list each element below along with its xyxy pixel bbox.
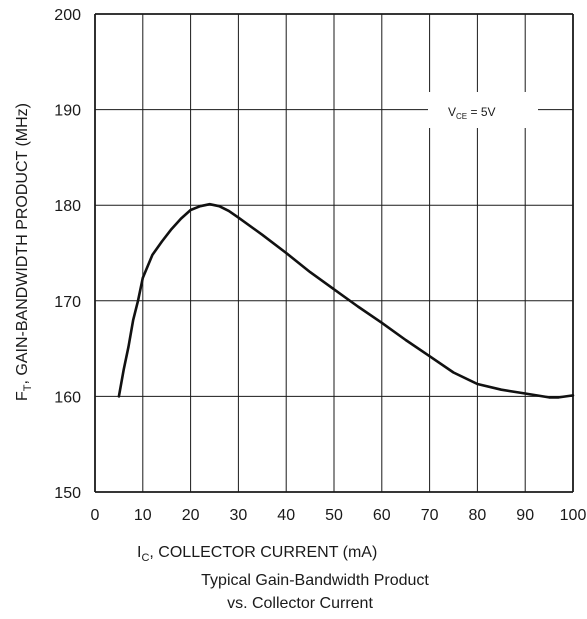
y-tick-label: 160 — [54, 389, 81, 406]
caption-line-2: vs. Collector Current — [227, 595, 373, 612]
grid — [94, 13, 574, 493]
y-tick-label: 190 — [54, 103, 81, 120]
y-tick-label: 200 — [54, 7, 81, 24]
y-axis-label-main: F — [14, 391, 31, 401]
caption-line-1: Typical Gain-Bandwidth Product — [201, 572, 429, 589]
x-tick-label: 100 — [560, 507, 587, 524]
y-tick-label: 180 — [54, 198, 81, 215]
x-tick-label: 0 — [91, 507, 100, 524]
x-tick-label: 60 — [373, 507, 391, 524]
y-tick-label: 170 — [54, 294, 81, 311]
y-axis-label-sub: T — [22, 384, 34, 391]
vce-annotation-main: V — [448, 105, 456, 119]
x-tick-label: 90 — [516, 507, 534, 524]
x-tick-label: 20 — [182, 507, 200, 524]
vce-annotation-sub: CE — [456, 112, 467, 121]
x-tick-label: 10 — [134, 507, 152, 524]
y-axis-label-rest: , GAIN-BANDWIDTH PRODUCT (MHz) — [14, 103, 31, 384]
x-tick-label: 70 — [421, 507, 439, 524]
y-tick-labels: 150 160 170 180 190 200 — [54, 7, 81, 502]
x-tick-label: 80 — [469, 507, 487, 524]
vce-annotation: VCE = 5V — [448, 105, 496, 121]
series-layer — [117, 202, 575, 399]
x-axis-label-sub: C — [141, 552, 149, 564]
x-tick-label: 40 — [277, 507, 295, 524]
x-axis-label: IC, COLLECTOR CURRENT (mA) — [137, 544, 377, 564]
x-axis-label-rest: , COLLECTOR CURRENT (mA) — [149, 544, 377, 561]
x-tick-label: 30 — [230, 507, 248, 524]
y-tick-label: 150 — [54, 485, 81, 502]
x-tick-labels: 0 10 20 30 40 50 60 70 80 90 100 — [91, 507, 587, 524]
y-axis-label: FT, GAIN-BANDWIDTH PRODUCT (MHz) — [14, 103, 34, 401]
x-tick-label: 50 — [325, 507, 343, 524]
annotation-box — [428, 92, 538, 128]
series-line — [117, 202, 575, 399]
vce-annotation-rest: = 5V — [467, 105, 495, 119]
x-axis-label-main: I — [137, 544, 141, 561]
